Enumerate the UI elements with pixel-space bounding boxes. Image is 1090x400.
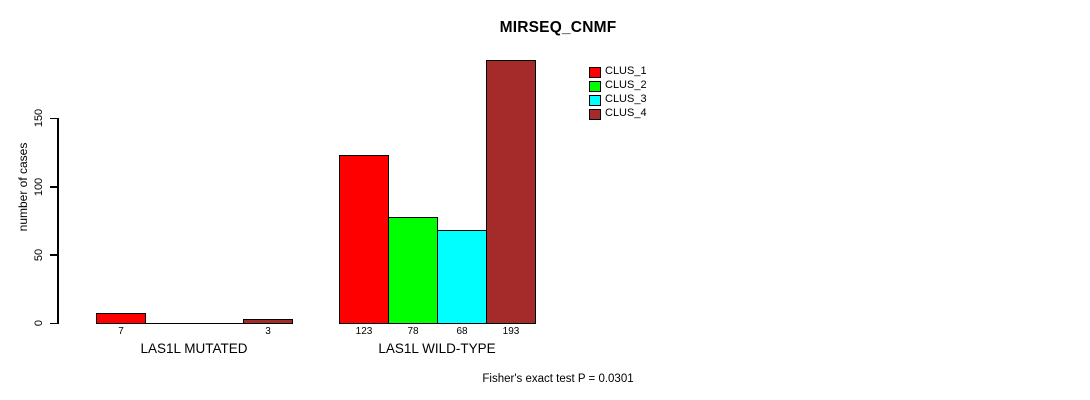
- group-baseline: [96, 322, 293, 324]
- bar-value-label: 78: [407, 326, 419, 337]
- legend-label: CLUS_4: [605, 107, 647, 119]
- bar-clus_4-group2: [486, 59, 536, 324]
- bar-clus_1-group1: [96, 313, 146, 324]
- group-label: LAS1L WILD-TYPE: [378, 341, 496, 356]
- legend-label: CLUS_1: [605, 65, 647, 77]
- bar-clus_2-group2: [388, 216, 438, 324]
- bar-clus_1-group2: [339, 155, 389, 324]
- legend-label: CLUS_3: [605, 93, 647, 105]
- y-tick: [50, 186, 57, 188]
- bar-value-label: 7: [118, 326, 124, 337]
- bar-value-label: 3: [265, 326, 271, 337]
- chart-title: MIRSEQ_CNMF: [499, 19, 617, 36]
- stat-annotation: Fisher's exact test P = 0.0301: [482, 373, 634, 385]
- bar-value-label: 123: [355, 326, 373, 337]
- group-label: LAS1L MUTATED: [140, 341, 248, 356]
- bar-clus_3-group2: [437, 230, 487, 324]
- y-tick: [50, 254, 57, 256]
- bar-clus_4-group1: [243, 318, 293, 324]
- y-axis-line: [57, 118, 59, 324]
- bar-value-label: 193: [502, 326, 520, 337]
- legend-swatch-clus_1: [589, 66, 601, 78]
- legend-swatch-clus_3: [589, 94, 601, 106]
- bar-value-label: 68: [456, 326, 468, 337]
- y-tick: [50, 322, 57, 324]
- legend-label: CLUS_2: [605, 79, 647, 91]
- legend-swatch-clus_4: [589, 108, 601, 120]
- y-tick: [50, 117, 57, 120]
- legend-swatch-clus_2: [589, 80, 601, 92]
